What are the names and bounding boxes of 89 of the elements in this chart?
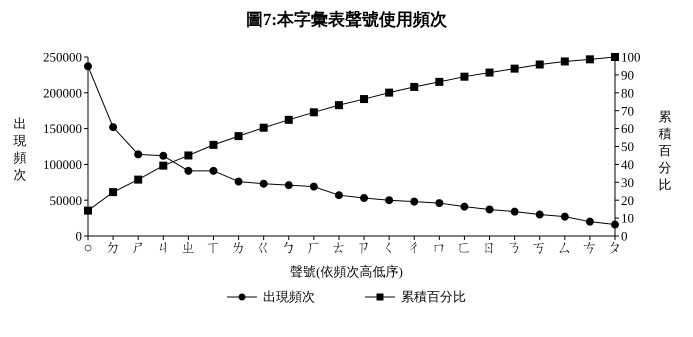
point xyxy=(84,62,92,70)
x-tick-label: ㄓ xyxy=(180,240,196,257)
point xyxy=(486,206,494,214)
point xyxy=(159,162,168,170)
x-tick-label: ㄖ xyxy=(482,240,498,257)
point xyxy=(435,78,444,86)
x-tick-label: ㄇ xyxy=(432,240,447,257)
point xyxy=(435,199,444,208)
y2-tick-label: 30 xyxy=(621,174,634,190)
x-tick-label: ㄐ xyxy=(156,240,171,257)
y2-tick-label: 90 xyxy=(621,68,634,83)
y2-tick-label: 0 xyxy=(621,228,628,244)
x-tick-label: ○ xyxy=(83,240,93,257)
y2-axis-title: 累積百分比 xyxy=(658,108,672,193)
x-axis-title: 聲號(依頻次高低序) xyxy=(289,263,404,281)
x-tick-label: ㄒ xyxy=(206,240,221,257)
legend-label: 出現頻次 xyxy=(263,288,315,306)
x-tick-label: ㄏ xyxy=(306,240,322,257)
point xyxy=(234,178,243,186)
point xyxy=(334,101,343,110)
x-tick-label: ㄆ xyxy=(608,240,622,257)
y-tick-label: 250000 xyxy=(43,50,82,65)
y-tick-label: 50000 xyxy=(50,192,82,208)
point xyxy=(310,108,318,116)
point xyxy=(410,82,418,91)
point xyxy=(460,72,468,81)
point xyxy=(385,88,394,97)
point xyxy=(284,181,293,190)
x-tick-label: ㄑ xyxy=(382,240,397,257)
y-tick-label: 150000 xyxy=(43,121,82,136)
point xyxy=(486,68,494,77)
y-tick-label: 0 xyxy=(76,228,82,244)
point xyxy=(360,95,368,104)
point xyxy=(334,191,343,200)
point xyxy=(134,150,142,158)
point xyxy=(410,198,418,206)
point xyxy=(360,194,368,202)
point xyxy=(159,152,168,160)
y2-tick-label: 60 xyxy=(621,121,634,136)
point xyxy=(586,218,594,226)
point xyxy=(284,116,293,124)
y2-tick-label: 40 xyxy=(621,157,634,172)
point xyxy=(109,123,118,132)
y2-tick-label: 50 xyxy=(621,139,634,154)
point xyxy=(510,208,519,216)
point xyxy=(310,182,318,191)
point xyxy=(184,151,192,160)
point xyxy=(260,124,268,132)
point xyxy=(260,180,268,188)
x-tick-label: ㄗ xyxy=(356,240,372,257)
y2-tick-label: 20 xyxy=(621,192,634,208)
x-tick-label: ㄋ xyxy=(507,240,522,257)
x-tick-label: ㄔ xyxy=(406,240,422,257)
y2-tick-label: 80 xyxy=(621,85,634,100)
x-tick-label: ㄙ xyxy=(557,240,572,257)
x-tick-label: ㄕ xyxy=(130,240,146,257)
point xyxy=(234,132,243,140)
point xyxy=(209,166,218,175)
x-tick-label: ㄎ xyxy=(532,240,548,257)
point xyxy=(586,55,594,64)
point xyxy=(536,60,544,69)
x-tick-label: ㄌ xyxy=(231,240,246,257)
x-tick-label: ㄅ xyxy=(281,240,296,257)
x-tick-label: ㄍ xyxy=(256,240,272,257)
x-tick-label: ㄉ xyxy=(106,240,121,257)
chart-title: 圖7:本字彙表聲號使用頻次 xyxy=(244,9,448,31)
point xyxy=(209,140,218,149)
y-tick-label: 200000 xyxy=(43,85,82,100)
x-tick-label: ㄈ xyxy=(456,240,472,257)
point xyxy=(385,196,394,204)
point xyxy=(536,210,544,219)
point xyxy=(460,202,468,211)
x-tick-label: ㄊ xyxy=(331,240,346,257)
x-tick-label: ㄘ xyxy=(582,240,598,257)
point xyxy=(134,176,142,184)
y-axis-title: 出現頻次 xyxy=(12,115,28,183)
y-tick-label: 100000 xyxy=(43,157,82,172)
point xyxy=(611,220,619,229)
point xyxy=(510,64,519,73)
point xyxy=(560,57,569,66)
point xyxy=(611,53,619,61)
point xyxy=(184,166,192,175)
y2-tick-label: 10 xyxy=(621,210,634,226)
point xyxy=(84,206,92,215)
y2-tick-label: 70 xyxy=(621,103,634,118)
point xyxy=(560,212,569,221)
y2-tick-label: 100 xyxy=(621,50,640,65)
point xyxy=(109,188,118,196)
legend-label: 累積百分比 xyxy=(401,288,466,306)
